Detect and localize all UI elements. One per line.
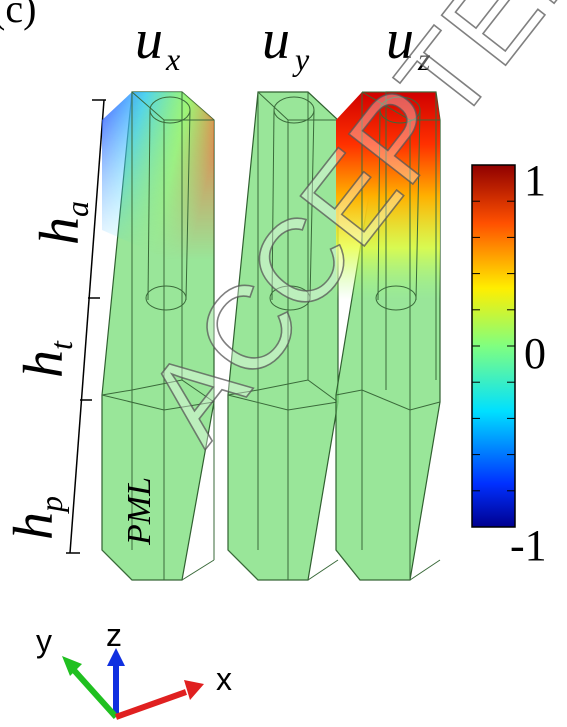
colorbar: 1 0 -1: [472, 156, 547, 570]
svg-text:h: h: [13, 350, 75, 378]
height-label-hp: h p: [3, 496, 69, 540]
colorbar-max-label: 1: [524, 156, 546, 205]
x-axis-arrow: [116, 692, 186, 717]
axis-label-y: y: [36, 623, 52, 659]
colorbar-min-label: -1: [510, 521, 547, 570]
svg-text:x: x: [165, 41, 180, 77]
y-axis-arrow: [72, 668, 116, 717]
height-bracket: [66, 100, 106, 553]
svg-text:t: t: [43, 340, 79, 350]
x-axis-head: [184, 680, 204, 700]
axis-label-z: z: [106, 617, 122, 653]
colorbar-mid-label: 0: [524, 329, 546, 378]
svg-text:h: h: [29, 217, 91, 245]
height-label-ht: h t: [13, 340, 79, 378]
pml-label: PML: [121, 477, 158, 546]
svg-text:y: y: [292, 41, 310, 77]
column-ux-field: [102, 92, 214, 260]
height-label-ha: h a: [29, 201, 95, 245]
axes-triad: y z x: [36, 617, 232, 717]
column-header-uy: u y: [262, 9, 310, 77]
panel-label: (c): [0, 0, 36, 31]
svg-text:h: h: [3, 512, 65, 540]
svg-text:a: a: [59, 201, 95, 217]
svg-text:p: p: [33, 496, 69, 514]
svg-text:u: u: [262, 9, 290, 71]
svg-text:PML: PML: [121, 477, 158, 546]
svg-text:u: u: [135, 9, 163, 71]
axis-label-x: x: [216, 661, 232, 697]
column-header-ux: u x: [135, 9, 180, 77]
